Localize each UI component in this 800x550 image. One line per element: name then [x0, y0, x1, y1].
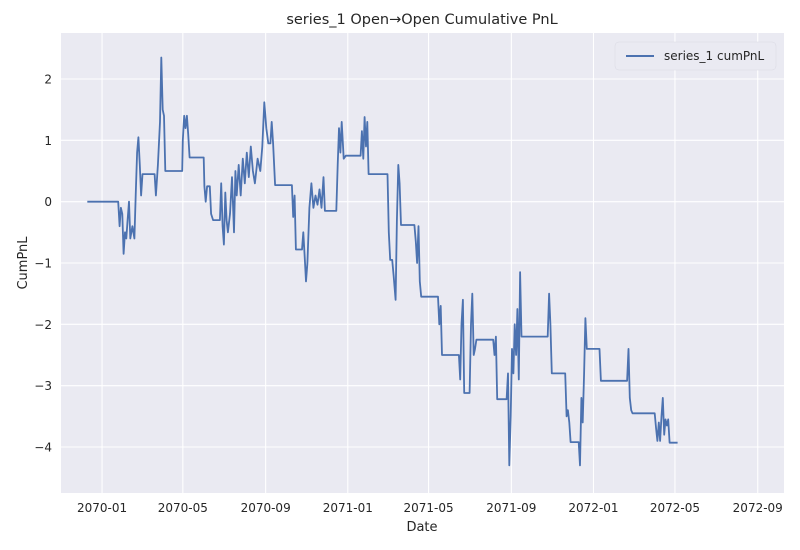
x-axis-label: Date [406, 520, 437, 535]
x-tick-label: 2072-01 [568, 501, 618, 515]
x-tick-label: 2071-09 [486, 501, 536, 515]
x-tick-label: 2072-05 [650, 501, 700, 515]
y-tick-label: 1 [44, 134, 52, 148]
y-tick-label: −1 [34, 257, 52, 271]
x-tick-label: 2070-09 [241, 501, 291, 515]
x-tick-label: 2071-01 [323, 501, 373, 515]
x-tick-label: 2072-09 [733, 501, 783, 515]
x-tick-labels: 2070-01 2070-05 2070-09 2071-01 2071-05 2071-… [77, 501, 783, 515]
y-tick-labels: −4 −3 −2 −1 0 1 2 [34, 73, 52, 455]
legend-entry: series_1 cumPnL [664, 49, 765, 63]
x-tick-label: 2070-05 [158, 501, 208, 515]
legend-box [614, 41, 777, 71]
y-tick-label: −4 [34, 441, 52, 455]
y-tick-label: 0 [44, 195, 52, 209]
chart-title: series_1 Open→Open Cumulative PnL [286, 12, 557, 28]
series-line [87, 56, 678, 467]
y-axis-label: CumPnL [16, 236, 31, 290]
x-tick-label: 2070-01 [77, 501, 127, 515]
y-tick-label: −2 [34, 318, 52, 332]
legend: series_1 cumPnL [614, 41, 777, 71]
series-layer [87, 56, 678, 467]
y-tick-label: 2 [44, 73, 52, 87]
y-tick-label: −3 [34, 379, 52, 393]
x-tick-label: 2071-05 [403, 501, 453, 515]
